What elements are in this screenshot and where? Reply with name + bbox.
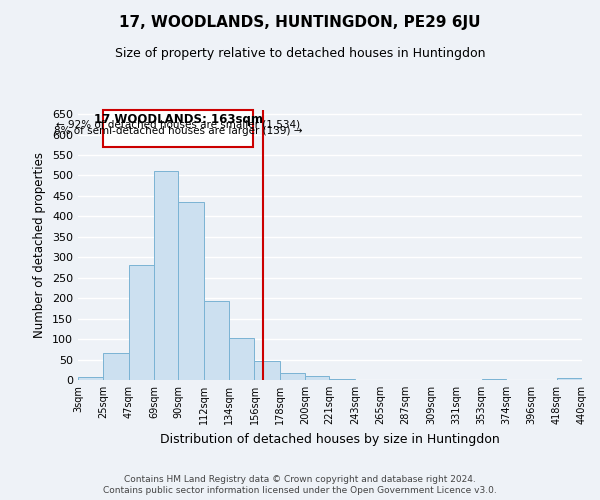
Text: ← 92% of detached houses are smaller (1,534): ← 92% of detached houses are smaller (1,…	[56, 120, 301, 130]
Bar	[254, 361, 280, 380]
Bar	[154, 172, 178, 380]
Bar	[178, 202, 204, 380]
Bar	[129, 266, 154, 380]
Text: Contains public sector information licensed under the Open Government Licence v3: Contains public sector information licen…	[103, 486, 497, 495]
X-axis label: Distribution of detached houses by size in Huntingdon: Distribution of detached houses by size …	[160, 432, 500, 446]
Bar	[204, 301, 229, 380]
Y-axis label: Number of detached properties: Number of detached properties	[34, 152, 46, 338]
Text: 17 WOODLANDS: 163sqm: 17 WOODLANDS: 163sqm	[94, 114, 263, 126]
FancyBboxPatch shape	[103, 110, 253, 147]
Bar	[482, 379, 506, 380]
Bar	[103, 354, 129, 380]
Bar	[229, 338, 254, 380]
Bar	[280, 372, 305, 380]
Text: Contains HM Land Registry data © Crown copyright and database right 2024.: Contains HM Land Registry data © Crown c…	[124, 475, 476, 484]
Bar	[557, 378, 582, 380]
Text: 17, WOODLANDS, HUNTINGDON, PE29 6JU: 17, WOODLANDS, HUNTINGDON, PE29 6JU	[119, 15, 481, 30]
Text: Size of property relative to detached houses in Huntingdon: Size of property relative to detached ho…	[115, 48, 485, 60]
Text: 8% of semi-detached houses are larger (139) →: 8% of semi-detached houses are larger (1…	[54, 126, 302, 136]
Bar	[78, 376, 103, 380]
Bar	[305, 376, 329, 380]
Bar	[329, 379, 355, 380]
